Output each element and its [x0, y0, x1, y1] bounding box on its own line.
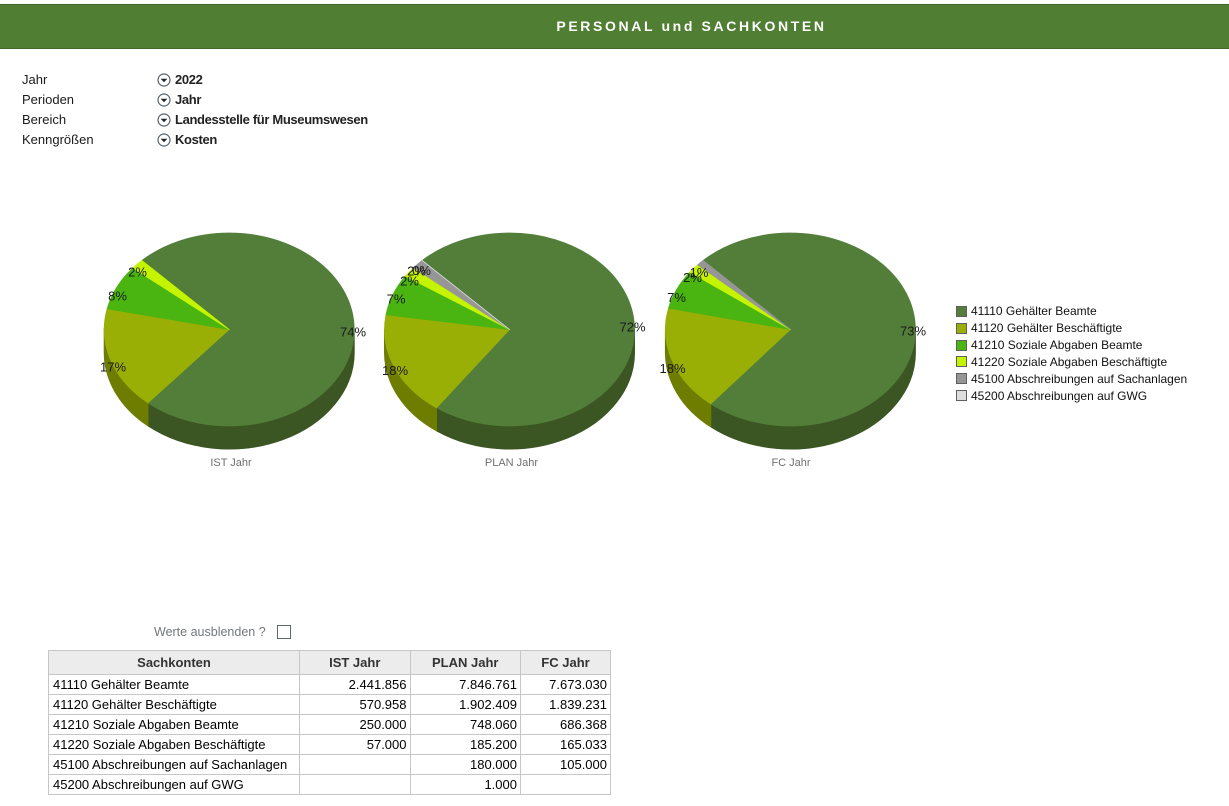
svg-text:17%: 17% — [100, 360, 126, 375]
svg-text:2%: 2% — [128, 265, 147, 280]
svg-text:2%: 2% — [400, 274, 419, 289]
svg-text:2%: 2% — [683, 270, 702, 285]
svg-text:18%: 18% — [659, 361, 685, 376]
svg-text:1%: 1% — [690, 265, 709, 280]
svg-text:IST Jahr: IST Jahr — [210, 457, 252, 469]
svg-text:8%: 8% — [108, 289, 127, 304]
svg-text:73%: 73% — [900, 324, 926, 339]
svg-text:74%: 74% — [340, 325, 366, 340]
svg-text:18%: 18% — [382, 363, 408, 378]
svg-text:0%: 0% — [412, 263, 431, 278]
svg-text:2%: 2% — [407, 264, 426, 279]
svg-text:FC Jahr: FC Jahr — [771, 457, 810, 469]
svg-text:7%: 7% — [667, 290, 686, 305]
svg-text:72%: 72% — [619, 320, 645, 335]
svg-text:7%: 7% — [387, 292, 406, 307]
svg-text:PLAN Jahr: PLAN Jahr — [485, 457, 539, 469]
